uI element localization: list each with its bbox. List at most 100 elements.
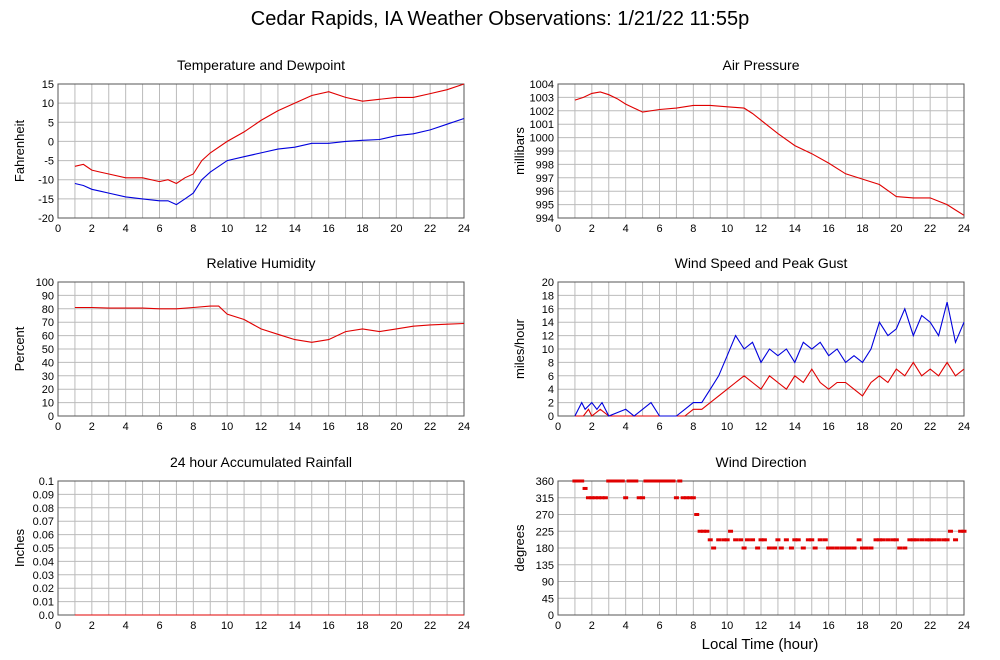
data-point — [663, 479, 669, 483]
x-tick-label: 20 — [390, 223, 402, 235]
data-point — [704, 529, 710, 533]
data-point — [687, 496, 693, 500]
x-tick-label: 24 — [958, 223, 970, 235]
data-point — [616, 479, 622, 483]
x-tick-label: 4 — [623, 620, 629, 632]
data-point — [619, 479, 625, 483]
y-tick-label: 270 — [536, 510, 554, 522]
x-tick-label: 2 — [89, 421, 95, 433]
main-title: Cedar Rapids, IA Weather Observations: 1… — [250, 8, 750, 30]
x-tick-label: 14 — [289, 223, 301, 235]
x-tick-label: 24 — [958, 421, 970, 433]
x-tick-label: 6 — [156, 421, 162, 433]
y-tick-label: 0.09 — [33, 489, 54, 501]
y-tick-label: 315 — [536, 493, 554, 505]
x-tick-label: 0 — [55, 620, 61, 632]
y-tick-label: 2 — [548, 398, 554, 410]
y-tick-label: 16 — [542, 304, 554, 316]
data-point — [650, 479, 656, 483]
data-point — [758, 538, 764, 542]
data-point — [579, 479, 585, 483]
x-tick-label: 22 — [924, 620, 936, 632]
data-point — [897, 546, 903, 550]
data-point — [755, 546, 761, 550]
data-point — [626, 479, 632, 483]
y-tick-label: 60 — [42, 331, 54, 343]
x-tick-label: 2 — [589, 620, 595, 632]
series-line-red — [74, 83, 465, 185]
data-point — [694, 513, 700, 516]
data-point — [772, 546, 778, 550]
x-tick-label: 0 — [55, 421, 61, 433]
y-tick-label: 0 — [48, 411, 54, 423]
x-tick-label: 14 — [289, 620, 301, 632]
data-point — [805, 538, 811, 542]
x-tick-label: 6 — [656, 223, 662, 235]
x-tick-label: 8 — [190, 421, 196, 433]
data-point — [856, 538, 862, 542]
data-point — [792, 538, 798, 542]
data-point — [596, 496, 602, 500]
data-point — [572, 479, 578, 483]
y-tick-label: 10 — [542, 344, 554, 356]
plot-frame — [557, 83, 965, 219]
data-point — [919, 538, 925, 542]
data-point — [673, 496, 679, 500]
plot-frame — [57, 83, 465, 219]
x-tick-label: 8 — [690, 620, 696, 632]
x-tick-label: 18 — [356, 620, 368, 632]
y-tick-label: 14 — [542, 317, 554, 329]
x-tick-label: 16 — [323, 223, 335, 235]
data-point — [707, 538, 713, 542]
y-axis-label: Percent — [12, 326, 27, 371]
y-tick-label: 0.06 — [33, 530, 54, 542]
y-tick-label: 50 — [42, 344, 54, 356]
data-point — [733, 538, 739, 542]
x-tick-label: 24 — [458, 620, 470, 632]
data-point — [788, 546, 794, 550]
x-tick-label: 20 — [890, 421, 902, 433]
data-point — [800, 546, 806, 550]
data-point — [775, 538, 781, 542]
y-axis-label: Inches — [12, 528, 27, 567]
y-tick-label: 18 — [542, 290, 554, 302]
y-tick-label: -20 — [38, 213, 54, 225]
x-tick-label: 6 — [156, 223, 162, 235]
x-tick-label: 20 — [890, 223, 902, 235]
x-axis-label: Local Time (hour) — [701, 636, 819, 653]
x-tick-label: 0 — [555, 223, 561, 235]
data-point — [822, 538, 828, 542]
y-tick-label: 4 — [548, 384, 554, 396]
plot-frame — [557, 480, 965, 616]
data-point — [907, 538, 913, 542]
y-tick-label: 0.1 — [39, 476, 54, 488]
x-tick-label: 18 — [856, 620, 868, 632]
data-point — [885, 538, 891, 542]
data-point — [783, 538, 789, 542]
data-point — [623, 496, 629, 500]
data-point — [643, 479, 649, 483]
x-tick-label: 10 — [721, 421, 733, 433]
data-point — [910, 538, 916, 542]
x-tick-label: 6 — [656, 620, 662, 632]
x-tick-label: 18 — [856, 223, 868, 235]
x-tick-label: 20 — [890, 620, 902, 632]
y-tick-label: 0 — [48, 136, 54, 148]
y-tick-label: 0 — [548, 411, 554, 423]
x-tick-label: 10 — [221, 620, 233, 632]
data-point — [863, 546, 869, 550]
data-point — [829, 546, 835, 550]
y-tick-label: 0.04 — [33, 556, 54, 568]
x-tick-label: 18 — [356, 421, 368, 433]
y-tick-label: 15 — [42, 79, 54, 91]
data-point — [585, 496, 591, 500]
x-tick-label: 2 — [589, 421, 595, 433]
x-tick-label: 22 — [424, 620, 436, 632]
data-point — [606, 479, 612, 483]
y-tick-label: 90 — [542, 577, 554, 589]
data-point — [711, 546, 717, 550]
data-point — [846, 546, 852, 550]
